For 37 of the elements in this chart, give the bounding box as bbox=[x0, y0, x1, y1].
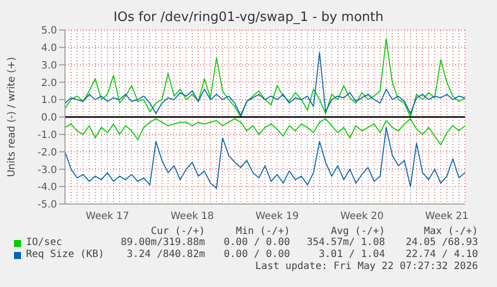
x-tick-label: Week 19 bbox=[255, 211, 299, 222]
y-tick-label: -4.0 bbox=[37, 182, 57, 194]
legend-label: IO/sec bbox=[26, 237, 62, 248]
text: Cur (-/+) bbox=[150, 226, 205, 237]
text: 0.00 / 0.00 bbox=[224, 249, 290, 260]
y-tick-label: -5.0 bbox=[37, 200, 57, 211]
text: Avg (-/+) bbox=[330, 226, 385, 237]
line-series bbox=[64, 126, 466, 189]
y-tick-label: 0.0 bbox=[41, 112, 57, 124]
x-tick-label: Week 21 bbox=[425, 211, 468, 222]
line-series bbox=[64, 52, 466, 116]
text: 354.57m/ 1.08 bbox=[306, 237, 385, 248]
text: Last update: Fri May 22 07:27:32 2026 bbox=[255, 261, 478, 272]
y-tick-label: 3.0 bbox=[41, 60, 57, 72]
text: Min (-/+) bbox=[236, 226, 290, 237]
y-tick-label: 5.0 bbox=[41, 26, 57, 37]
line-series bbox=[64, 118, 466, 146]
x-tick-label: Week 18 bbox=[170, 211, 214, 222]
text: 89.00m/319.88m bbox=[120, 237, 205, 248]
x-tick-label: Week 20 bbox=[340, 211, 384, 222]
y-tick-label: 4.0 bbox=[41, 42, 57, 54]
legend-label: Req Size (KB) bbox=[26, 249, 104, 260]
line-series bbox=[64, 38, 466, 118]
y-axis-title: Units read (-) / write (+) bbox=[6, 56, 18, 178]
chart-title: IOs for /dev/ring01-vg/swap_1 - by month bbox=[112, 10, 384, 25]
text: 22.74 / 4.10 bbox=[406, 249, 478, 260]
text: 0.00 / 0.00 bbox=[224, 237, 290, 248]
x-tick-label: Week 17 bbox=[86, 211, 130, 222]
text: 24.05 /68.93 bbox=[406, 237, 478, 248]
y-tick-label: -3.0 bbox=[37, 164, 57, 176]
y-tick-label: -2.0 bbox=[37, 147, 57, 158]
y-tick-label: 1.0 bbox=[41, 95, 57, 106]
y-tick-label: -1.0 bbox=[37, 130, 57, 141]
y-tick-label: 2.0 bbox=[41, 78, 57, 89]
text: Max (-/+) bbox=[424, 226, 478, 237]
text: 3.24 /840.82m bbox=[126, 249, 205, 260]
text: 3.01 / 1.04 bbox=[318, 249, 385, 260]
